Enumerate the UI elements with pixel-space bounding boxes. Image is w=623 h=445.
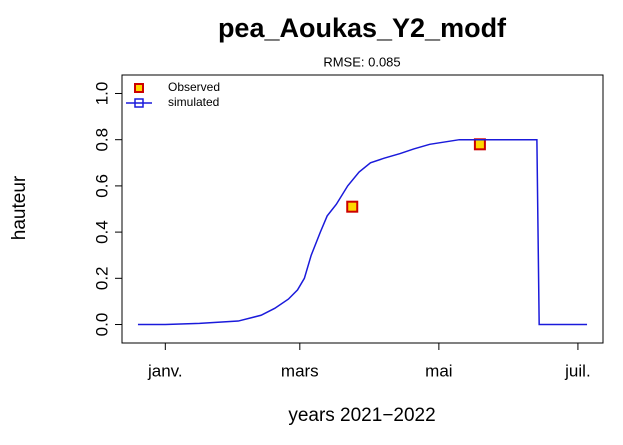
observed-point [346,200,359,213]
observed-point [473,138,486,151]
x-tick-label: mai [425,361,452,380]
plot-frame [121,74,604,344]
x-axis-label: years 2021−2022 [288,405,435,426]
legend-symbol [134,98,144,108]
chart-subtitle: RMSE: 0.085 [323,54,400,69]
x-tick-label: janv. [147,361,183,380]
y-tick-label: 0.8 [92,128,111,152]
x-tick-label: mars [281,361,319,380]
legend-symbol [134,83,144,93]
y-tick-label: 0.0 [92,313,111,337]
legend-label: simulated [168,95,219,109]
x-tick-label: juil. [564,361,591,380]
chart-title: pea_Aoukas_Y2_modf [218,13,507,43]
y-tick-label: 0.4 [92,220,111,244]
y-tick-label: 0.6 [92,174,111,198]
y-axis-label: hauteur [9,175,30,240]
y-tick-label: 0.2 [92,266,111,290]
y-tick-label: 1.0 [92,82,111,106]
simulated-line [137,138,588,326]
legend-label: Observed [168,80,220,94]
